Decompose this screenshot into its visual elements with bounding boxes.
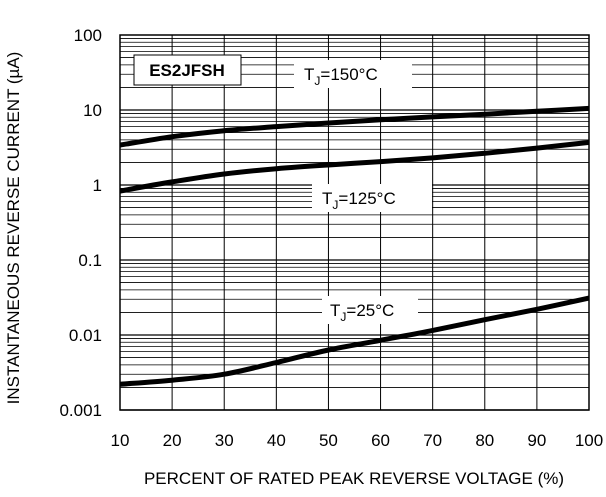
series-line-0 — [119, 105, 590, 148]
x-tick-label: 60 — [371, 431, 390, 450]
series-label-150: TJ=150°C — [294, 60, 412, 88]
series-label-25: TJ=25°C — [322, 296, 418, 324]
part-label-box: ES2JFSH — [133, 54, 242, 86]
x-tick-label: 90 — [527, 431, 546, 450]
x-tick-label: 10 — [111, 431, 130, 450]
grid — [119, 35, 590, 411]
series-label-125-main: T — [322, 189, 332, 208]
x-tick-label: 70 — [423, 431, 442, 450]
plot-frame — [119, 34, 590, 411]
x-tick-label: 50 — [319, 431, 338, 450]
series-label-150-rest: =150°C — [320, 65, 377, 84]
part-label: ES2JFSH — [149, 61, 225, 80]
y-tick-label: 10 — [83, 101, 102, 120]
y-tick-label: 0.01 — [69, 326, 102, 345]
y-tick-label: 0.001 — [59, 401, 102, 420]
y-axis-title: INSTANTANEOUS REVERSE CURRENT (µA) — [4, 52, 23, 405]
x-tick-labels: 10 20 30 40 50 60 70 80 90 100 — [111, 431, 604, 450]
series-label-125-rest: =125°C — [338, 189, 395, 208]
y-tick-label: 1 — [93, 176, 102, 195]
y-tick-label: 100 — [74, 26, 102, 45]
series-line-1 — [119, 139, 590, 194]
y-tick-labels: 0.001 0.01 0.1 1 10 100 — [59, 26, 102, 420]
series-label-25-main: T — [330, 301, 340, 320]
x-tick-label: 80 — [475, 431, 494, 450]
x-tick-label: 100 — [575, 431, 603, 450]
y-tick-label: 0.1 — [78, 251, 102, 270]
series-label-125: TJ=125°C — [312, 184, 432, 212]
curves — [119, 105, 590, 387]
series-label-25-rest: =25°C — [346, 301, 394, 320]
x-tick-label: 30 — [215, 431, 234, 450]
x-axis-title: PERCENT OF RATED PEAK REVERSE VOLTAGE (%… — [144, 469, 564, 488]
svg-text:TJ=125°C: TJ=125°C — [322, 189, 396, 212]
x-tick-label: 40 — [267, 431, 286, 450]
series-label-150-sub: J — [314, 74, 320, 88]
series-label-150-main: T — [304, 65, 314, 84]
series-label-25-sub: J — [340, 310, 346, 324]
svg-text:TJ=150°C: TJ=150°C — [304, 65, 378, 88]
svg-text:TJ=25°C: TJ=25°C — [330, 301, 394, 324]
x-tick-label: 20 — [163, 431, 182, 450]
series-label-125-sub: J — [332, 198, 338, 212]
series-line-2 — [119, 295, 590, 387]
